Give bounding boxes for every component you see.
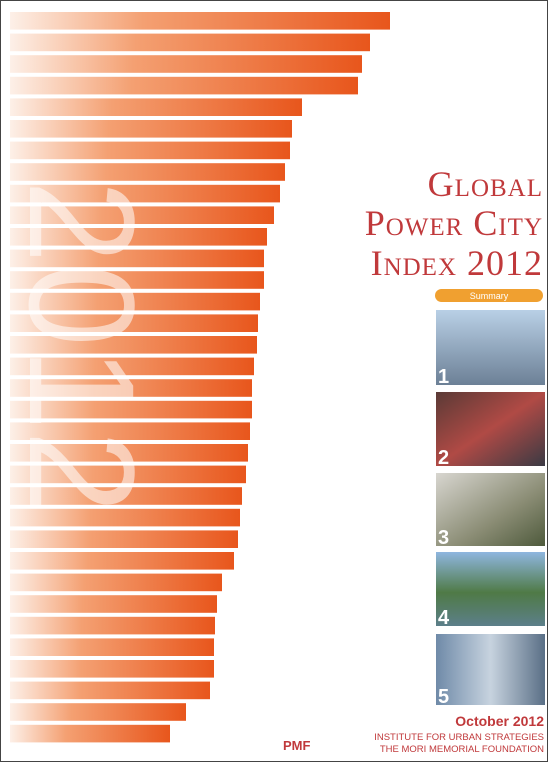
- stripe: [10, 12, 390, 30]
- stripe: [10, 336, 257, 354]
- photo: [436, 473, 545, 546]
- stripe: [10, 530, 238, 548]
- stripe: [10, 98, 302, 116]
- stripe: [10, 595, 217, 613]
- title-line: Index 2012: [371, 243, 543, 283]
- stripe: [10, 487, 242, 505]
- photo-number: 3: [438, 527, 449, 549]
- badge: [435, 289, 543, 302]
- stripes: [10, 12, 390, 743]
- logo: PMF: [283, 738, 311, 753]
- stripe: [10, 292, 260, 311]
- stripe: [10, 271, 264, 289]
- stripe: [10, 616, 215, 635]
- stripe: [10, 681, 210, 700]
- stripe: [10, 703, 186, 721]
- stripe: [10, 55, 362, 73]
- stripe: [10, 508, 240, 527]
- stripe: [10, 400, 252, 419]
- stripe: [10, 120, 292, 138]
- stripe: [10, 184, 280, 203]
- photo-number: 5: [438, 686, 449, 708]
- stripe: [10, 314, 258, 332]
- cover-numeral: 2012: [0, 180, 166, 514]
- badge-label: Summary: [470, 291, 509, 301]
- title-line: Global: [428, 164, 543, 204]
- photo: [436, 392, 545, 466]
- stripe: [10, 552, 234, 570]
- photo: [436, 310, 545, 385]
- stripe: [10, 141, 290, 160]
- stripe: [10, 379, 252, 397]
- photo-number: 1: [438, 366, 449, 388]
- stripe: [10, 638, 214, 656]
- photo-number: 4: [438, 607, 450, 629]
- stripe: [10, 573, 222, 592]
- photo: [436, 552, 545, 626]
- publisher-line: INSTITUTE FOR URBAN STRATEGIES: [374, 732, 544, 743]
- stripe: [10, 422, 250, 440]
- stripe: [10, 33, 370, 52]
- stripe: [10, 444, 248, 462]
- stripe: [10, 228, 267, 246]
- photo-number: 2: [438, 447, 449, 469]
- stripe: [10, 76, 358, 95]
- stripe: [10, 206, 274, 224]
- title-line: Power City: [365, 203, 543, 243]
- stripe: [10, 249, 264, 268]
- stripe: [10, 465, 246, 484]
- publisher-line: THE MORI MEMORIAL FOUNDATION: [380, 744, 544, 755]
- date: October 2012: [455, 713, 544, 729]
- stripe: [10, 357, 254, 376]
- stripe: [10, 163, 285, 181]
- stripe: [10, 660, 214, 678]
- stripe: [10, 724, 170, 743]
- photo: [436, 634, 545, 705]
